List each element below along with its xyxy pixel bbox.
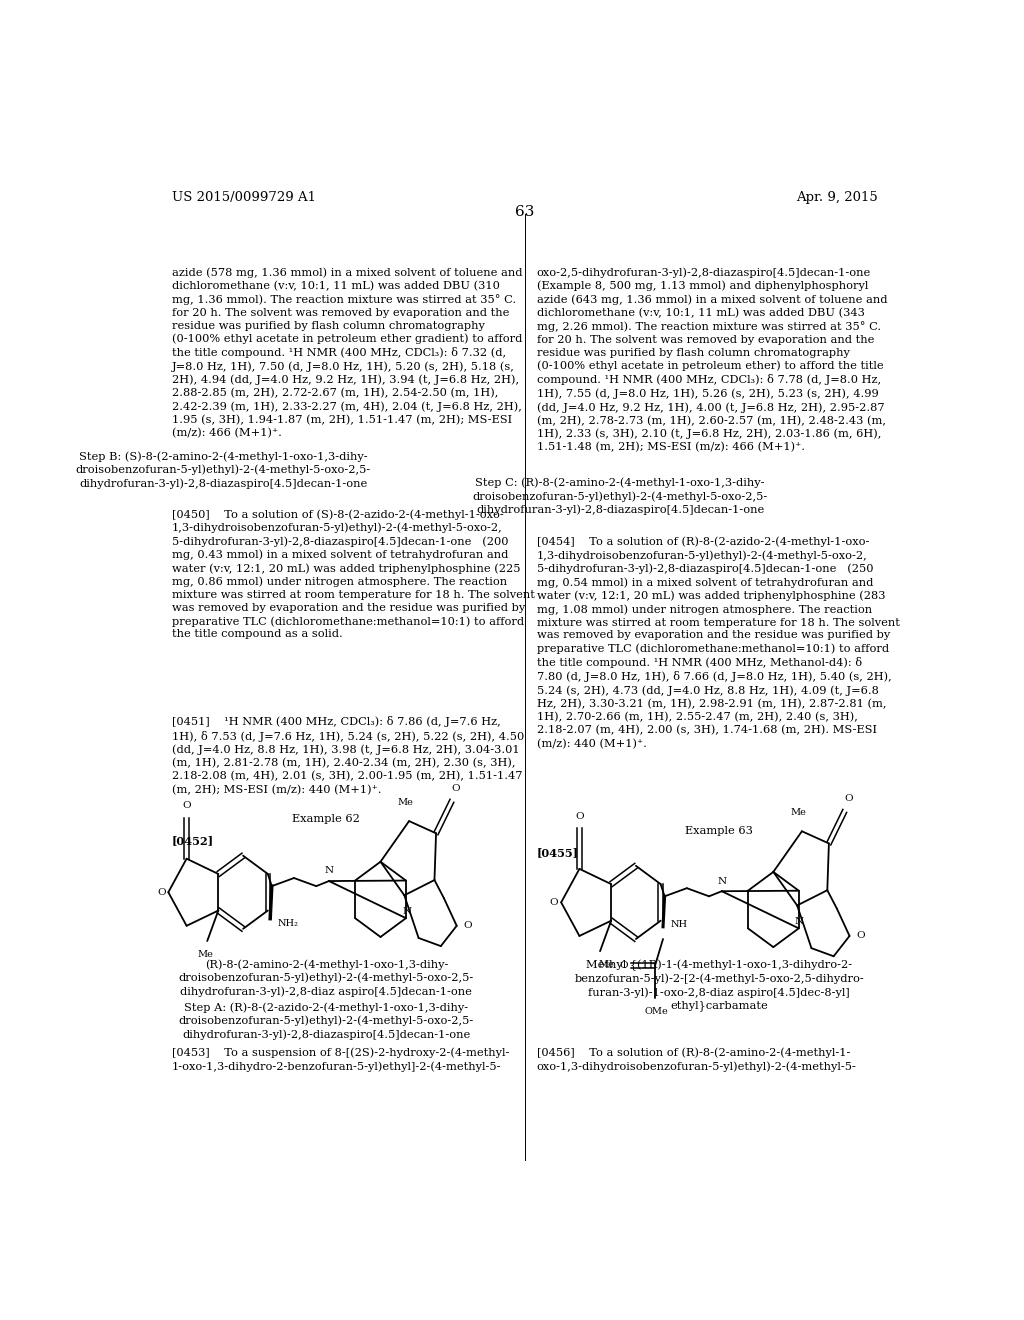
Text: N: N: [717, 876, 726, 886]
Text: US 2015/0099729 A1: US 2015/0099729 A1: [172, 191, 315, 203]
Text: oxo-2,5-dihydrofuran-3-yl)-2,8-diazaspiro[4.5]decan-1-one
(Example 8, 500 mg, 1.: oxo-2,5-dihydrofuran-3-yl)-2,8-diazaspir…: [537, 267, 887, 453]
Text: O: O: [845, 795, 853, 804]
Text: O: O: [182, 801, 190, 810]
Text: O: O: [464, 921, 472, 931]
Text: Methyl {(1R)-1-(4-methyl-1-oxo-1,3-dihydro-2-
benzofuran-5-yl)-2-[2-(4-methyl-5-: Methyl {(1R)-1-(4-methyl-1-oxo-1,3-dihyd…: [574, 960, 864, 1011]
Text: [0452]: [0452]: [172, 836, 214, 846]
Text: azide (578 mg, 1.36 mmol) in a mixed solvent of toluene and
dichloromethane (v:v: azide (578 mg, 1.36 mmol) in a mixed sol…: [172, 267, 522, 438]
Text: Step C: (R)-8-(2-amino-2-(4-methyl-1-oxo-1,3-dihy-
droisobenzofuran-5-yl)ethyl)-: Step C: (R)-8-(2-amino-2-(4-methyl-1-oxo…: [472, 478, 768, 515]
Text: [0455]: [0455]: [537, 847, 579, 858]
Text: O: O: [550, 898, 558, 907]
Text: Me: Me: [790, 808, 806, 817]
Text: N: N: [795, 917, 804, 927]
Text: Step B: (S)-8-(2-amino-2-(4-methyl-1-oxo-1,3-dihy-
droisobenzofuran-5-yl)ethyl)-: Step B: (S)-8-(2-amino-2-(4-methyl-1-oxo…: [76, 451, 371, 488]
Text: O: O: [575, 812, 584, 821]
Text: Example 63: Example 63: [685, 826, 754, 836]
Text: Me: Me: [198, 950, 214, 958]
Text: O: O: [157, 888, 166, 896]
Text: [0454]    To a solution of (R)-8-(2-azido-2-(4-methyl-1-oxo-
1,3-dihydroisobenzo: [0454] To a solution of (R)-8-(2-azido-2…: [537, 536, 899, 748]
Text: O: O: [452, 784, 460, 793]
Text: O: O: [620, 961, 628, 970]
Text: [0451]    ¹H NMR (400 MHz, CDCl₃): δ 7.86 (d, J=7.6 Hz,
1H), δ 7.53 (d, J=7.6 Hz: [0451] ¹H NMR (400 MHz, CDCl₃): δ 7.86 (…: [172, 717, 524, 795]
Text: [0453]    To a suspension of 8-[(2S)-2-hydroxy-2-(4-methyl-
1-oxo-1,3-dihydro-2-: [0453] To a suspension of 8-[(2S)-2-hydr…: [172, 1048, 509, 1072]
Text: NH: NH: [671, 920, 687, 929]
Text: Example 62: Example 62: [293, 814, 360, 824]
Text: Step A: (R)-8-(2-azido-2-(4-methyl-1-oxo-1,3-dihy-
droisobenzofuran-5-yl)ethyl)-: Step A: (R)-8-(2-azido-2-(4-methyl-1-oxo…: [179, 1002, 474, 1040]
Text: Apr. 9, 2015: Apr. 9, 2015: [797, 191, 878, 203]
Text: [0456]    To a solution of (R)-8-(2-amino-2-(4-methyl-1-
oxo-1,3-dihydroisobenzo: [0456] To a solution of (R)-8-(2-amino-2…: [537, 1048, 857, 1072]
Text: OMe: OMe: [645, 1007, 669, 1015]
Text: N: N: [325, 866, 334, 875]
Text: (R)-8-(2-amino-2-(4-methyl-1-oxo-1,3-dihy-
droisobenzofuran-5-yl)ethyl)-2-(4-met: (R)-8-(2-amino-2-(4-methyl-1-oxo-1,3-dih…: [179, 960, 474, 997]
Text: NH₂: NH₂: [278, 919, 298, 928]
Text: N: N: [402, 907, 412, 916]
Text: Me: Me: [397, 799, 413, 808]
Text: Me: Me: [598, 960, 614, 969]
Text: [0450]    To a solution of (S)-8-(2-azido-2-(4-methyl-1-oxo-
1,3-dihydroisobenzo: [0450] To a solution of (S)-8-(2-azido-2…: [172, 510, 535, 639]
Text: O: O: [856, 932, 865, 940]
Text: 63: 63: [515, 205, 535, 219]
